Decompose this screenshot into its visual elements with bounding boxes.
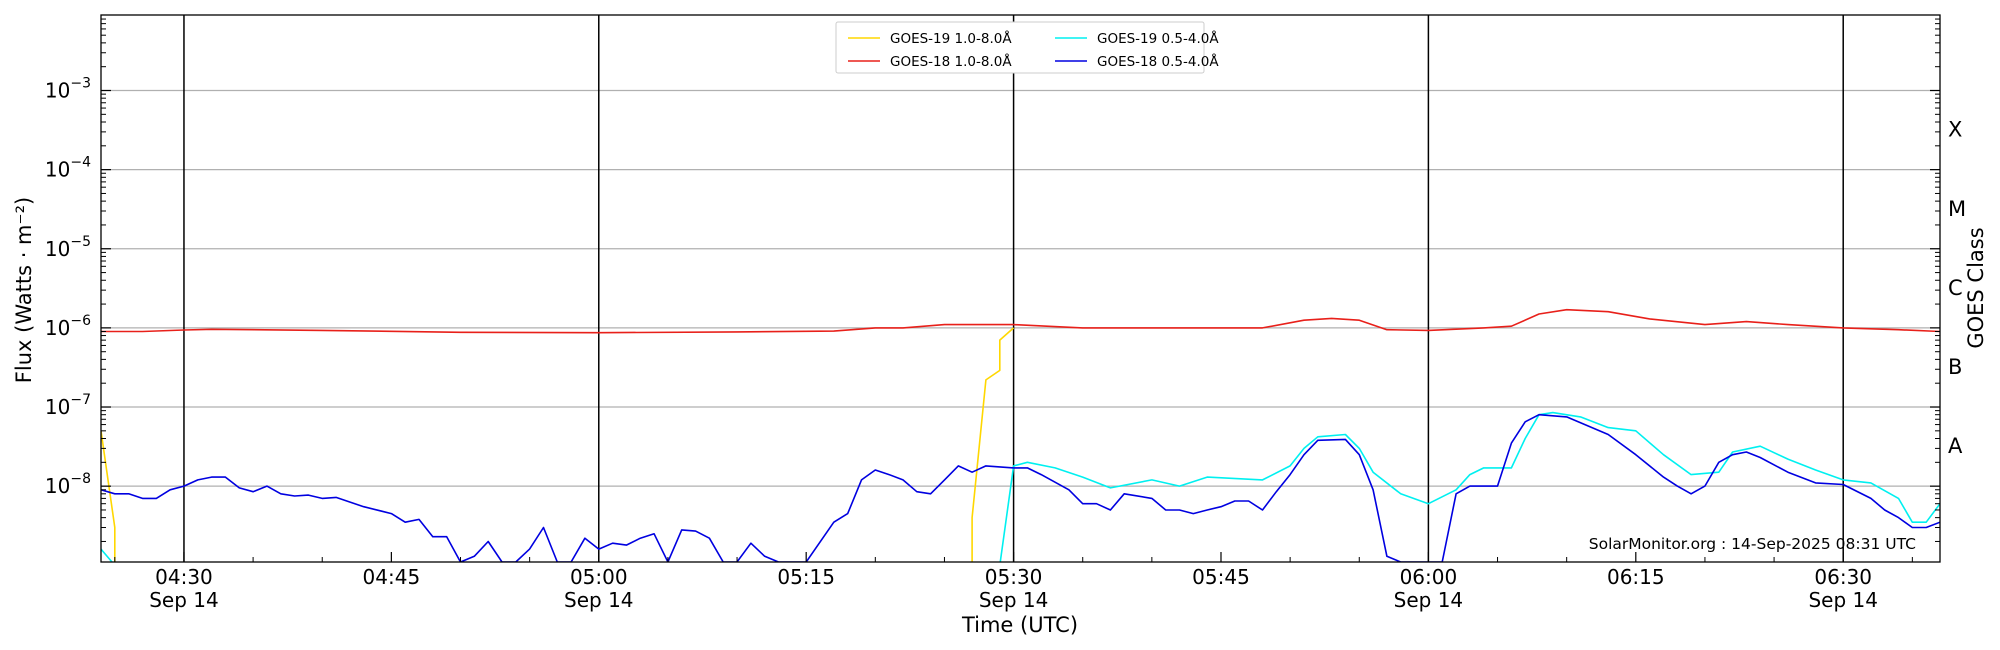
y-axis-title: Flux (Watts · m⁻²)	[12, 197, 36, 383]
x-tick-label: 05:15	[777, 565, 835, 589]
x-tick-date-label: Sep 14	[149, 588, 219, 612]
x-tick-label: 05:45	[1192, 565, 1250, 589]
legend: GOES-19 1.0-8.0Å GOES-18 1.0-8.0Å GOES-19 …	[835, 21, 1219, 74]
y-tick-label: 10−6	[45, 313, 91, 340]
x-tick-label: 06:15	[1607, 565, 1665, 589]
legend-entry-label: GOES-18 1.0-8.0Å	[890, 53, 1012, 70]
x-tick-label: 05:00	[570, 565, 628, 589]
series-line-3	[101, 411, 1940, 562]
goes-class-label-m: M	[1948, 197, 1966, 221]
plot-frame	[100, 14, 1941, 563]
y-tick-label: 10−8	[45, 471, 91, 498]
y-tick-label: 10−3	[45, 76, 91, 103]
right-axis-title: GOES Class	[1964, 227, 1988, 348]
y-gridlines	[101, 89, 1940, 487]
x-tick-label: 06:30	[1814, 565, 1872, 589]
goes-class-label-a: A	[1948, 434, 1963, 458]
series-line-2	[101, 308, 1940, 334]
y-axis-ticks: 10−8 10−7 10−6 10−5 10−4 10−3	[45, 18, 1940, 542]
x-tick-label: 04:45	[363, 565, 421, 589]
goes-class-label-b: B	[1948, 355, 1962, 379]
x-tick-date-label: Sep 14	[564, 588, 634, 612]
series-lines	[101, 308, 1940, 562]
x-tick-label: 06:00	[1400, 565, 1458, 589]
series-line-1	[101, 327, 1015, 562]
goes-class-label-x: X	[1948, 118, 1962, 142]
y-tick-label: 10−5	[45, 234, 91, 261]
y-tick-label: 10−7	[45, 392, 91, 419]
x-tick-date-label: Sep 14	[1394, 588, 1464, 612]
x-tick-date-label: Sep 14	[979, 588, 1049, 612]
source-annotation: SolarMonitor.org : 14-Sep-2025 08:31 UTC	[1589, 535, 1916, 553]
goes-class-label-c: C	[1948, 276, 1963, 300]
y-tick-label: 10−4	[45, 155, 91, 182]
x-axis-title: Time (UTC)	[961, 613, 1078, 637]
legend-entry-label: GOES-18 0.5-4.0Å	[1097, 53, 1219, 70]
series-line-4	[101, 413, 1940, 562]
legend-box	[835, 21, 1205, 74]
x-tick-date-label: Sep 14	[1808, 588, 1878, 612]
legend-entry-label: GOES-19 1.0-8.0Å	[890, 30, 1012, 47]
x-tick-label: 04:30	[155, 565, 213, 589]
goes-class-labels: A B C M X	[1948, 118, 1966, 459]
legend-entry-label: GOES-19 0.5-4.0Å	[1097, 30, 1219, 47]
x-tick-label: 05:30	[985, 565, 1043, 589]
